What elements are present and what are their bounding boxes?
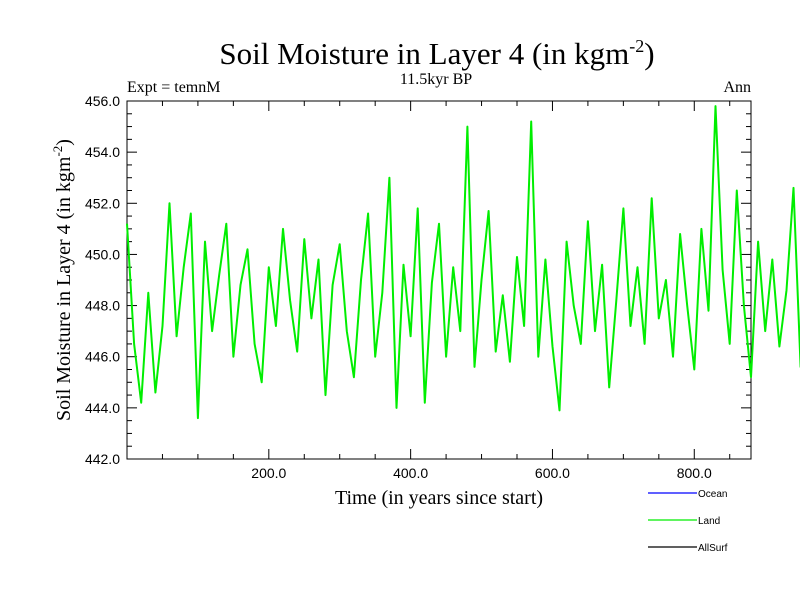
legend-label-land: Land xyxy=(698,516,720,527)
x-axis: 200.0 400.0 600.0 800.0 xyxy=(161,101,731,481)
y-axis: 442.0 444.0 446.0 448.0 450.0 452.0 454.0 456.0 xyxy=(85,93,751,467)
x-tick-label: 200.0 xyxy=(251,465,286,481)
legend-label-ocean: Ocean xyxy=(698,489,727,500)
x-axis-label: Time (in years since start) xyxy=(335,487,543,509)
y-tick-label: 456.0 xyxy=(85,93,120,109)
y-tick-label: 446.0 xyxy=(85,349,120,365)
y-tick-label: 450.0 xyxy=(85,246,120,262)
y-tick-label: 442.0 xyxy=(85,451,120,467)
legend: Ocean Land AllSurf xyxy=(648,489,728,554)
period-label: 11.5kyr BP xyxy=(400,71,472,88)
y-axis-label: Soil Moisture in Layer 4 (in kgm-2) xyxy=(50,139,75,421)
series-group xyxy=(126,105,800,420)
x-tick-label: 600.0 xyxy=(535,465,570,481)
chart-title: Soil Moisture in Layer 4 (in kgm-2) xyxy=(219,36,654,71)
series-line-land xyxy=(126,105,800,420)
legend-label-allsurf: AllSurf xyxy=(698,543,728,554)
x-tick-label: 400.0 xyxy=(393,465,428,481)
experiment-label: Expt = temnM xyxy=(127,79,220,96)
x-tick-label: 800.0 xyxy=(677,465,712,481)
y-tick-label: 454.0 xyxy=(85,144,120,160)
season-label: Ann xyxy=(723,79,751,96)
y-tick-label: 448.0 xyxy=(85,298,120,314)
y-tick-label: 444.0 xyxy=(85,400,120,416)
y-tick-label: 452.0 xyxy=(85,195,120,211)
